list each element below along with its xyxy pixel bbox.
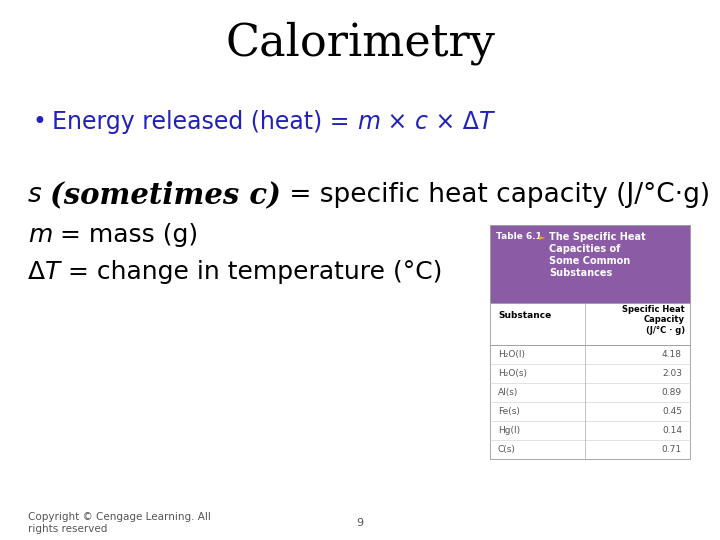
- Text: 2.03: 2.03: [662, 369, 682, 378]
- Text: T: T: [45, 260, 60, 284]
- Text: C(s): C(s): [498, 445, 516, 454]
- Text: Copyright © Cengage Learning. All
rights reserved: Copyright © Cengage Learning. All rights…: [28, 512, 211, 534]
- Text: (sometimes c): (sometimes c): [50, 180, 281, 210]
- Text: Hg(l): Hg(l): [498, 426, 520, 435]
- Text: 0.45: 0.45: [662, 407, 682, 416]
- Text: = specific heat capacity (J/°C·g): = specific heat capacity (J/°C·g): [281, 182, 710, 208]
- Text: ×: ×: [380, 110, 415, 134]
- Text: 0.14: 0.14: [662, 426, 682, 435]
- Bar: [490, 225, 690, 303]
- Text: m: m: [357, 110, 380, 134]
- Text: Substance: Substance: [498, 312, 552, 321]
- Text: 0.71: 0.71: [662, 445, 682, 454]
- Text: Δ: Δ: [28, 260, 45, 284]
- Bar: [490, 303, 690, 345]
- Text: s: s: [28, 182, 42, 208]
- Bar: [490, 345, 690, 459]
- Text: Table 6.1: Table 6.1: [496, 232, 542, 241]
- Text: T: T: [479, 110, 493, 134]
- Text: c: c: [415, 110, 428, 134]
- Text: Specific Heat
Capacity
(J/°C · g): Specific Heat Capacity (J/°C · g): [622, 305, 685, 335]
- Text: × Δ: × Δ: [428, 110, 479, 134]
- Text: Al(s): Al(s): [498, 388, 518, 397]
- Text: •: •: [32, 110, 46, 134]
- Text: ►: ►: [539, 232, 546, 241]
- Text: = change in temperature (°C): = change in temperature (°C): [60, 260, 443, 284]
- Text: H₂O(l): H₂O(l): [498, 350, 525, 359]
- Text: = mass (g): = mass (g): [53, 223, 199, 247]
- Text: H₂O(s): H₂O(s): [498, 369, 527, 378]
- Text: Calorimetry: Calorimetry: [225, 21, 495, 65]
- Text: 9: 9: [356, 518, 364, 528]
- Text: m: m: [28, 223, 53, 247]
- Text: 4.18: 4.18: [662, 350, 682, 359]
- Text: Fe(s): Fe(s): [498, 407, 520, 416]
- Text: 0.89: 0.89: [662, 388, 682, 397]
- Text: The Specific Heat
Capacities of
Some Common
Substances: The Specific Heat Capacities of Some Com…: [549, 232, 646, 278]
- Text: Energy released (heat) =: Energy released (heat) =: [52, 110, 357, 134]
